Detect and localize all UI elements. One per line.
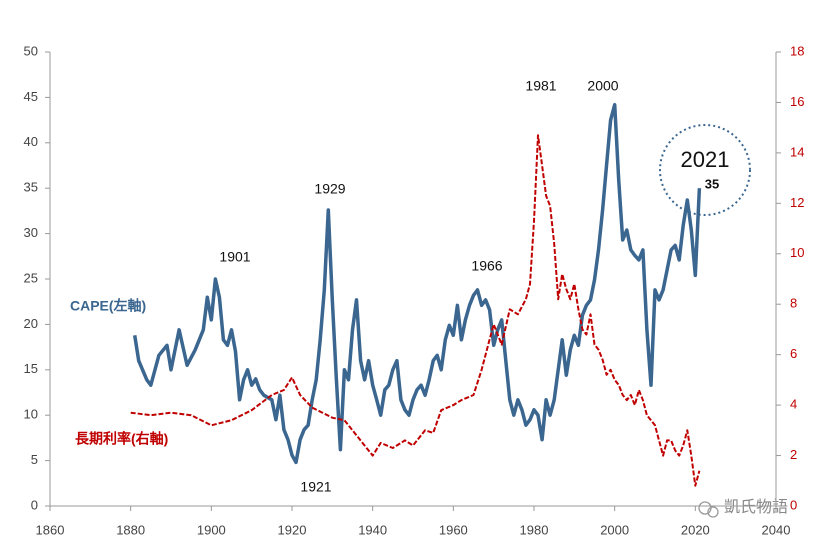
highlight-circle xyxy=(659,124,751,216)
line-series xyxy=(132,102,702,465)
watermark-icon xyxy=(698,501,719,518)
x-tick-label: 1900 xyxy=(197,522,226,537)
y-tick-label: 35 xyxy=(24,180,38,195)
line-series xyxy=(130,134,701,487)
y2-tick-label: 8 xyxy=(790,296,797,311)
y2-tick-label: 2 xyxy=(790,447,797,462)
y-tick-label: 20 xyxy=(24,316,38,331)
y2-tick-label: 16 xyxy=(790,94,804,109)
annotation: 1981 xyxy=(525,78,556,94)
x-tick-label: 2020 xyxy=(681,522,710,537)
y2-tick-label: 10 xyxy=(790,245,804,260)
y2-tick-label: 0 xyxy=(790,497,797,512)
y-tick-label: 15 xyxy=(24,361,38,376)
y2-tick-label: 4 xyxy=(790,397,797,412)
x-tick-label: 1980 xyxy=(520,522,549,537)
annotation: 35 xyxy=(705,176,719,191)
annotation: 2000 xyxy=(587,78,618,94)
annotation: 1966 xyxy=(471,258,502,274)
y-tick-label: 10 xyxy=(24,407,38,422)
annotation: 2021 xyxy=(681,147,730,172)
y-tick-label: 40 xyxy=(24,134,38,149)
y-tick-label: 25 xyxy=(24,270,38,285)
y-tick-label: 0 xyxy=(31,497,38,512)
series-label: 長期利率(右軸) xyxy=(75,431,168,447)
x-tick-label: 1860 xyxy=(36,522,65,537)
y-tick-label: 45 xyxy=(24,89,38,104)
x-tick-label: 1880 xyxy=(116,522,145,537)
y-tick-label: 50 xyxy=(24,43,38,58)
annotation: 1929 xyxy=(314,181,345,197)
y2-tick-label: 12 xyxy=(790,195,804,210)
y-tick-label: 5 xyxy=(31,452,38,467)
x-tick-label: 2040 xyxy=(762,522,791,537)
series-label: CAPE(左軸) xyxy=(70,298,146,314)
x-tick-label: 1940 xyxy=(358,522,387,537)
annotation: 1921 xyxy=(300,479,331,495)
x-tick-label: 1920 xyxy=(278,522,307,537)
y2-tick-label: 14 xyxy=(790,144,804,159)
watermark: 凱氏物語 xyxy=(724,498,788,516)
x-tick-label: 2000 xyxy=(600,522,629,537)
y2-tick-label: 18 xyxy=(790,43,804,58)
y-tick-label: 30 xyxy=(24,225,38,240)
y2-tick-label: 6 xyxy=(790,346,797,361)
annotation: 1901 xyxy=(219,249,250,265)
x-tick-label: 1960 xyxy=(439,522,468,537)
